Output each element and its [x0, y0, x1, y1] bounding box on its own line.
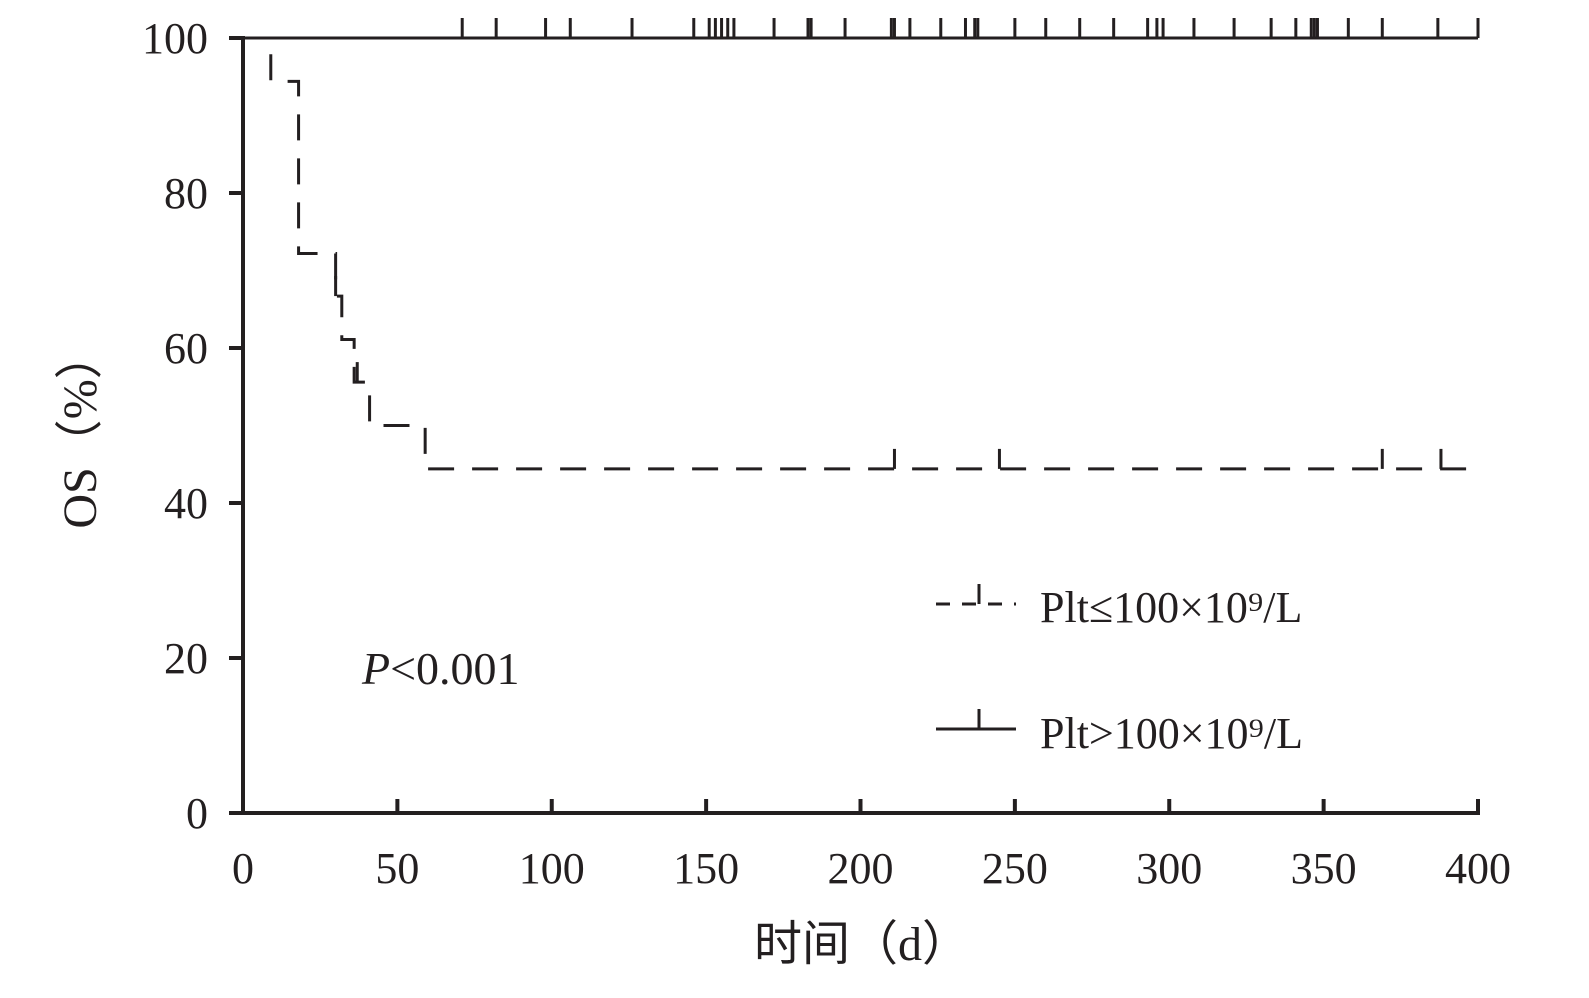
x-tick-label: 50: [375, 844, 419, 893]
x-tick-label: 400: [1445, 844, 1511, 893]
x-tick-label: 300: [1136, 844, 1202, 893]
y-tick-label: 20: [164, 634, 208, 683]
legend-item-dashed: Plt≤100×10⁹/L: [936, 583, 1302, 632]
x-tick-label: 150: [673, 844, 739, 893]
p-value-rest: <0.001: [390, 643, 519, 694]
legend-label-solid: Plt>100×10⁹/L: [1040, 709, 1303, 758]
legend: Plt≤100×10⁹/L Plt>100×10⁹/L: [936, 583, 1303, 758]
legend-item-solid: Plt>100×10⁹/L: [936, 709, 1303, 758]
y-tick-label: 100: [142, 14, 208, 63]
y-tick-label: 60: [164, 324, 208, 373]
x-axis-title: 时间（d）: [754, 918, 970, 971]
y-tick-label: 80: [164, 169, 208, 218]
legend-key-solid: [936, 709, 1016, 731]
y-tick-label: 40: [164, 479, 208, 528]
x-tick-label: 100: [519, 844, 585, 893]
p-value-italic: P: [361, 643, 390, 694]
axes: 0 50 100 150 200 250 300 350 400 0 20 40 60 80 100: [142, 14, 1511, 893]
legend-label-dashed: Plt≤100×10⁹/L: [1040, 583, 1302, 632]
series-layer: [243, 18, 1480, 471]
y-tick-label: 0: [186, 789, 208, 838]
x-tick-label: 350: [1291, 844, 1357, 893]
x-tick-label: 0: [232, 844, 254, 893]
p-value-annotation: P<0.001: [361, 643, 520, 694]
series-line-dashed: [243, 36, 1478, 471]
x-tick-label: 200: [828, 844, 894, 893]
y-axis-title: OS（%）: [54, 331, 107, 528]
x-tick-label: 250: [982, 844, 1048, 893]
legend-key-dashed: [936, 584, 1016, 606]
